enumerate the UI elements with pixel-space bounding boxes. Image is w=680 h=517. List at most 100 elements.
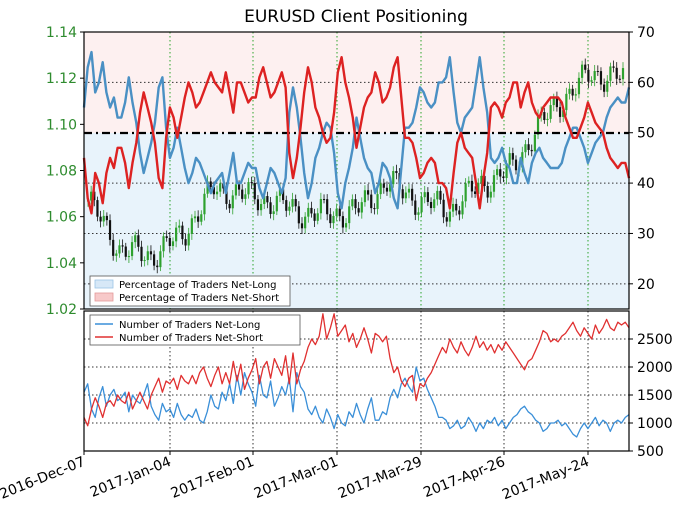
candle-body (335, 208, 338, 216)
candle-body (470, 180, 474, 192)
candle-body (105, 215, 108, 221)
candle-body (244, 194, 247, 199)
right-tick-label: 20 (637, 277, 655, 293)
candle-body (615, 67, 618, 79)
candle-body (609, 66, 612, 81)
candle-body (300, 223, 304, 229)
legend-box-bottom (89, 314, 301, 346)
right-tick-label: 40 (637, 176, 655, 192)
candle-body (477, 182, 480, 194)
left-tick-label: 1.12 (46, 71, 77, 87)
candle-body (505, 164, 508, 179)
candle-body (618, 78, 621, 80)
candle-body (197, 216, 200, 222)
candle-body (282, 189, 285, 201)
candle-body (168, 238, 171, 247)
series-line-net-short-pct (82, 56, 631, 215)
legend-label-net-long: Percentage of Traders Net-Long (119, 280, 277, 291)
candle-body (259, 204, 263, 211)
right-tick-label: 2000 (637, 360, 673, 376)
candle-body (112, 239, 115, 256)
candle-body (404, 192, 407, 199)
candle-body (382, 183, 385, 188)
candle-body (527, 144, 530, 150)
legend-label-count-short: Number of Traders Net-Short (119, 333, 263, 344)
candle-body (272, 211, 275, 215)
candle-body (442, 199, 445, 218)
candle-body (436, 190, 439, 200)
candle-body (555, 97, 559, 108)
x-tick-label: 2017-Feb-01 (169, 454, 257, 502)
candle-body (156, 265, 159, 268)
candle-body (571, 88, 574, 96)
candle-body (165, 236, 168, 239)
candle-body (263, 196, 266, 205)
candle-body (496, 169, 499, 176)
candle-body (225, 188, 228, 204)
candle-body (492, 175, 496, 192)
x-tick-label: 2017-May-24 (500, 454, 592, 503)
candle-body (439, 190, 442, 200)
candle-body (543, 112, 546, 121)
candle-body (266, 196, 269, 203)
candle-body (253, 182, 256, 200)
candle-body (130, 242, 134, 257)
candle-body (247, 182, 250, 195)
candle-body (322, 199, 326, 201)
candle-body (215, 191, 219, 195)
candle-body (420, 197, 423, 213)
candle-body (310, 207, 313, 214)
x-tick-label: 2017-Mar-29 (336, 454, 425, 502)
candle-body (411, 188, 414, 201)
candle-body (429, 201, 433, 209)
candle-body (558, 107, 562, 117)
candle-body (392, 171, 395, 185)
candle-body (414, 200, 417, 215)
series-line-net-long-pct (82, 50, 631, 210)
series-line-count-long (83, 366, 630, 438)
candle-body (297, 206, 300, 224)
candle-body (332, 215, 335, 224)
left-tick-label: 1.10 (46, 117, 77, 133)
candle-body (379, 183, 382, 195)
candle-body (603, 84, 606, 92)
x-tick-label: 2017-Jan-04 (88, 454, 174, 501)
candle-body (344, 223, 348, 228)
candle-body (467, 180, 470, 184)
candle-body (307, 207, 310, 217)
candle-body (184, 239, 187, 246)
candle-body (357, 208, 360, 213)
candle-body (480, 175, 483, 183)
x-tick-label: 2016-Dec-07 (0, 454, 87, 503)
right-tick-label: 1000 (637, 416, 673, 432)
candle-body (275, 195, 278, 212)
candle-body (203, 193, 206, 215)
candle-body (134, 235, 137, 243)
candle-body (473, 191, 477, 194)
candle-body (584, 64, 587, 70)
candle-body (234, 184, 238, 196)
right-tick-label: 1500 (637, 388, 673, 404)
candle-body (549, 105, 552, 119)
candle-body (508, 153, 511, 165)
candle-body (329, 214, 332, 224)
top-legend: Percentage of Traders Net-Long Percentag… (89, 275, 291, 307)
candle-body (288, 206, 291, 211)
candle-body (96, 200, 99, 217)
candle-body (193, 216, 197, 219)
candle-body (536, 115, 540, 135)
candle-body (483, 175, 486, 187)
candle-body (171, 241, 175, 247)
candle-body (237, 184, 241, 190)
legend-box (89, 275, 291, 307)
candle-body (433, 199, 436, 209)
x-tick-label: 2017-Apr-26 (421, 454, 507, 501)
candle-body (464, 183, 467, 202)
bottom-panel: 2500 2000 1500 1000 500 Number of Traders Ne… (83, 310, 673, 460)
candle-body (146, 251, 149, 261)
candle-body (304, 216, 307, 229)
candle-body (231, 195, 234, 209)
candle-body (366, 190, 370, 195)
candle-body (577, 77, 581, 95)
bottom-legend: Number of Traders Net-Long Number of Tra… (89, 314, 301, 346)
